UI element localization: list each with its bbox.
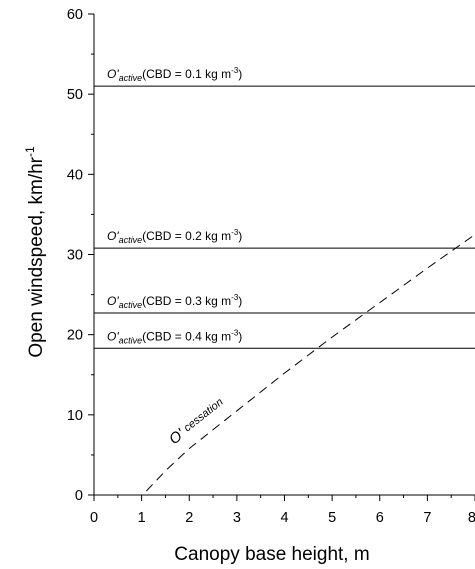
label-text: (CBD = 0.2 kg m [142, 229, 231, 243]
reference-line-label: O'active(CBD = 0.3 kg m-3) [107, 293, 242, 310]
plot-area: O'active(CBD = 0.1 kg m-3)O'active(CBD =… [94, 66, 475, 492]
y-tick-label: 50 [67, 87, 83, 103]
label-text: (CBD = 0.3 kg m [142, 294, 231, 308]
x-tick-label: 4 [280, 510, 288, 526]
x-tick-label: 2 [185, 510, 193, 526]
label-close: ) [238, 67, 242, 81]
label-sub: active [119, 73, 143, 83]
y-tick-label: 20 [67, 328, 83, 344]
axes: 0 10 20 30 40 50 60 0 1 2 3 4 5 6 7 8 [67, 7, 475, 526]
label-sup: -3 [231, 293, 239, 302]
label-sup: -3 [231, 328, 239, 337]
y-tick-label: 60 [67, 7, 83, 23]
label-sub: active [119, 235, 143, 245]
label-prime: O' [107, 329, 119, 343]
x-tick-label: 7 [423, 510, 431, 526]
x-tick-label: 5 [328, 510, 336, 526]
label-sub: active [119, 335, 143, 345]
series-line-cessation [146, 234, 475, 492]
y-axis-title-sup: -1 [23, 146, 37, 157]
reference-line-label: O'active(CBD = 0.2 kg m-3) [107, 228, 242, 245]
x-tick-label: 8 [468, 510, 475, 526]
reference-line-label: O'active(CBD = 0.4 kg m-3) [107, 328, 242, 345]
label-prime: O' [107, 294, 119, 308]
label-close: ) [238, 329, 242, 343]
label-text: (CBD = 0.1 kg m [142, 67, 231, 81]
y-tick-label: 10 [67, 408, 83, 424]
x-tick-label: 3 [233, 510, 241, 526]
y-tick-label: 30 [67, 248, 83, 264]
label-sup: -3 [231, 228, 239, 237]
x-tick-label: 0 [90, 510, 98, 526]
label-prime: O' [107, 229, 119, 243]
x-tick-label: 1 [138, 510, 146, 526]
label-sub: active [119, 300, 143, 310]
x-tick-label: 6 [376, 510, 384, 526]
y-tick-label: 0 [75, 488, 83, 504]
series-label-sub: cessation [182, 396, 226, 434]
label-sup: -3 [231, 66, 239, 75]
series-label-cessation: O'cessation [166, 395, 228, 449]
label-text: (CBD = 0.4 kg m [142, 329, 231, 343]
label-close: ) [238, 229, 242, 243]
x-axis-title: Canopy base height, m [174, 544, 369, 565]
label-close: ) [238, 294, 242, 308]
y-axis-title-main: Open windspeed, km/hr [26, 156, 47, 357]
label-prime: O' [107, 67, 119, 81]
y-tick-label: 40 [67, 167, 83, 183]
reference-line-label: O'active(CBD = 0.1 kg m-3) [107, 66, 242, 83]
y-axis-title: Open windspeed, km/hr-1 [23, 146, 47, 358]
